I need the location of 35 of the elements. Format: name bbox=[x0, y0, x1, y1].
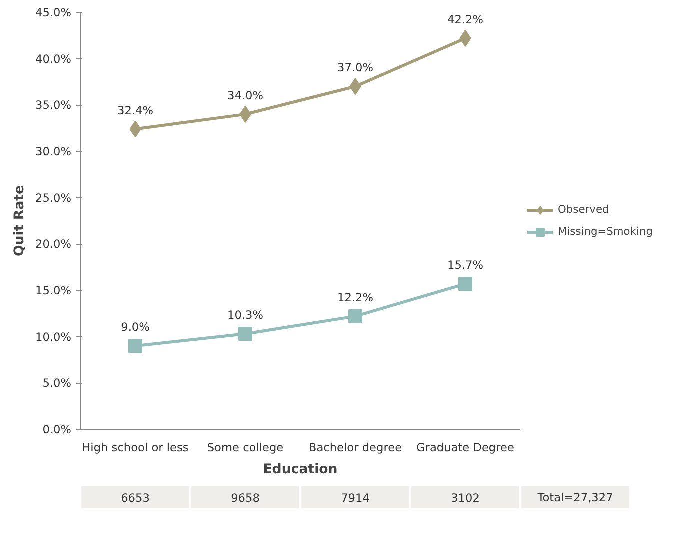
point bbox=[128, 339, 142, 354]
y-tick-label: 40.0% bbox=[36, 52, 72, 66]
text: 6653 bbox=[121, 491, 150, 505]
data-label: 42.2% bbox=[448, 12, 484, 26]
text: 9658 bbox=[231, 491, 260, 505]
data-label: 37.0% bbox=[338, 60, 374, 75]
y-tick-label: 15.0% bbox=[36, 284, 72, 298]
y-tick-label: 10.0% bbox=[36, 330, 72, 344]
y-tick-label: 20.0% bbox=[36, 237, 72, 252]
text: 7914 bbox=[341, 491, 370, 505]
y-tick-label: 45.0% bbox=[36, 6, 72, 20]
y-tick-label: 25.0% bbox=[36, 190, 72, 205]
y-tick-label: 35.0% bbox=[36, 98, 72, 112]
x-axis-title: Education bbox=[263, 462, 338, 478]
text: 3102 bbox=[451, 491, 480, 505]
legend-label: Observed bbox=[558, 203, 610, 216]
legend-label: Missing=Smoking bbox=[558, 225, 653, 238]
point bbox=[458, 277, 472, 292]
y-axis-title: Quit Rate bbox=[12, 185, 28, 257]
y-tick-label: 0.0% bbox=[42, 422, 72, 436]
x-tick-label: Some college bbox=[207, 440, 284, 454]
text: Total=27,327 bbox=[536, 490, 614, 504]
point bbox=[348, 309, 362, 324]
data-label: 9.0% bbox=[121, 320, 150, 334]
point bbox=[238, 327, 252, 342]
x-tick-label: Graduate Degree bbox=[416, 440, 514, 454]
data-label: 32.4% bbox=[118, 103, 154, 118]
y-tick-label: 30.0% bbox=[36, 144, 72, 158]
data-label: 12.2% bbox=[338, 290, 374, 304]
data-label: 15.7% bbox=[448, 258, 484, 272]
data-label: 10.3% bbox=[228, 308, 264, 322]
data-label: 34.0% bbox=[228, 88, 264, 102]
y-tick-label: 5.0% bbox=[42, 376, 72, 390]
x-tick-label: Bachelor degree bbox=[308, 440, 402, 454]
x-tick-label: High school or less bbox=[82, 440, 189, 454]
